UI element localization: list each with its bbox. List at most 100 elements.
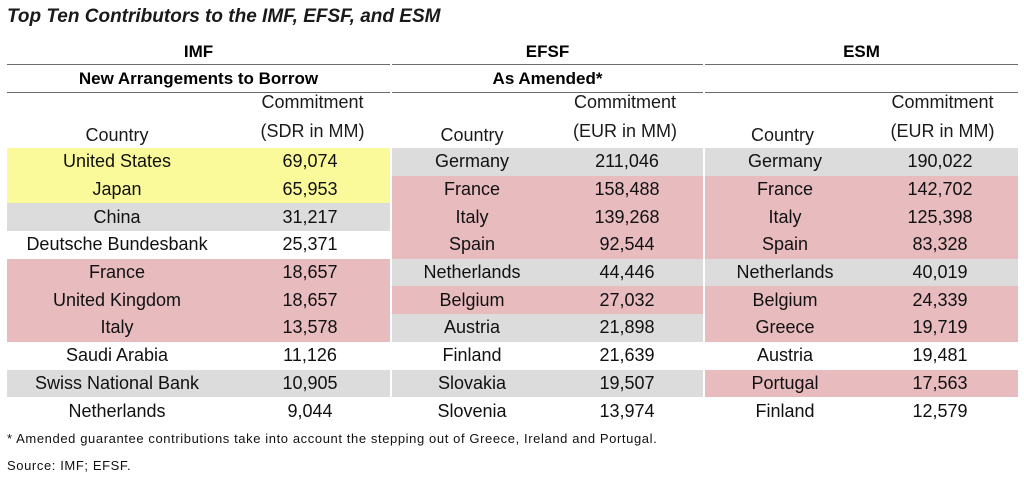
country-cell: Finland <box>755 400 815 421</box>
table-row: Belgium 27,032 <box>392 286 703 315</box>
source-note: Source: IMF; EFSF. <box>7 458 132 473</box>
table-row: Slovakia 19,507 <box>392 369 703 398</box>
table-row: Saudi Arabia 11,126 <box>7 341 390 370</box>
table-row: Austria 19,481 <box>705 341 1018 370</box>
commitment-cell: 139,268 <box>594 206 660 227</box>
esm-country-column-header: Country <box>750 125 815 145</box>
efsf-country-column-header: Country <box>440 125 504 145</box>
imf-commitment-unit: (SDR in MM) <box>260 121 365 141</box>
imf-subheader: New Arrangements to Borrow <box>7 65 390 93</box>
table-row: Deutsche Bundesbank 25,371 <box>7 231 390 259</box>
table-row: Greece 19,719 <box>705 314 1018 342</box>
table-row: China 31,217 <box>7 203 390 232</box>
commitment-cell: 83,328 <box>912 234 968 255</box>
efsf-commitment-column-header: Commitment (EUR in MM) <box>547 88 703 146</box>
esm-header: ESM <box>705 40 1018 65</box>
table-row: United Kingdom 18,657 <box>7 286 390 315</box>
esm-rows: Germany 190,022 France 142,702 Italy 125,398 S… <box>705 148 1018 425</box>
country-cell: Saudi Arabia <box>65 345 169 366</box>
country-cell: France <box>88 262 146 283</box>
imf-column-headers: Country Commitment (SDR in MM) <box>7 92 390 148</box>
commitment-cell: 24,339 <box>912 289 968 310</box>
efsf-panel: EFSF As Amended* Country Commitment (EUR… <box>392 40 703 425</box>
commitment-cell: 125,398 <box>907 206 973 227</box>
country-cell: Slovakia <box>437 372 507 393</box>
table-row: Slovenia 13,974 <box>392 397 703 425</box>
esm-commitment-column-header: Commitment (EUR in MM) <box>867 88 1018 146</box>
table-row: Netherlands 44,446 <box>392 258 703 287</box>
efsf-commitment-label: Commitment <box>573 92 676 112</box>
esm-commitment-unit: (EUR in MM) <box>890 121 995 141</box>
table-row: Italy 139,268 <box>392 203 703 232</box>
country-cell: Spain <box>448 234 496 255</box>
table-row: Italy 125,398 <box>705 203 1018 232</box>
efsf-commitment-unit: (EUR in MM) <box>573 121 677 141</box>
commitment-cell: 12,579 <box>912 400 968 421</box>
table-row: Netherlands 9,044 <box>7 397 390 425</box>
table-row: United States 69,074 <box>7 148 390 176</box>
commitment-cell: 10,905 <box>282 372 338 393</box>
country-cell: Italy <box>100 317 134 338</box>
esm-subheader <box>705 65 1018 93</box>
table-row: Swiss National Bank 10,905 <box>7 369 390 398</box>
table-row: Finland 21,639 <box>392 341 703 370</box>
efsf-header: EFSF <box>392 40 703 65</box>
country-cell: France <box>443 179 501 200</box>
country-cell: Germany <box>747 151 823 172</box>
commitment-cell: 13,578 <box>282 317 338 338</box>
country-cell: Italy <box>768 206 802 227</box>
country-cell: Slovenia <box>437 400 507 421</box>
commitment-cell: 211,046 <box>595 151 659 172</box>
commitment-cell: 18,657 <box>282 262 338 283</box>
commitment-cell: 158,488 <box>594 179 660 200</box>
commitment-cell: 31,217 <box>282 206 338 227</box>
esm-commitment-label: Commitment <box>891 92 994 112</box>
country-cell: Swiss National Bank <box>34 372 200 393</box>
table-row: Japan 65,953 <box>7 175 390 204</box>
imf-rows: United States 69,074 Japan 65,953 China 31,21… <box>7 148 390 425</box>
country-cell: Austria <box>756 345 814 366</box>
table-title: Top Ten Contributors to the IMF, EFSF, a… <box>7 6 441 27</box>
country-cell: Spain <box>761 234 809 255</box>
country-cell: China <box>93 206 141 227</box>
table-row: Portugal 17,563 <box>705 369 1018 398</box>
country-cell: Germany <box>434 151 510 172</box>
commitment-cell: 40,019 <box>912 262 968 283</box>
commitment-cell: 65,953 <box>282 179 338 200</box>
table-row: Italy 13,578 <box>7 314 390 342</box>
country-cell: Austria <box>443 317 501 338</box>
table-row: France 142,702 <box>705 175 1018 204</box>
table-row: Finland 12,579 <box>705 397 1018 425</box>
commitment-cell: 25,371 <box>282 234 338 255</box>
commitment-cell: 21,639 <box>599 345 655 366</box>
esm-column-headers: Country Commitment (EUR in MM) <box>705 92 1018 148</box>
country-cell: Japan <box>92 179 142 200</box>
country-cell: Netherlands <box>68 400 166 421</box>
commitment-cell: 142,702 <box>907 179 973 200</box>
efsf-rows: Germany 211,046 France 158,488 Italy 139,268 S… <box>392 148 703 425</box>
table-row: Spain 92,544 <box>392 231 703 259</box>
country-cell: Finland <box>442 345 502 366</box>
table-row: Netherlands 40,019 <box>705 258 1018 287</box>
imf-country-column-header: Country <box>85 125 149 145</box>
country-cell: Deutsche Bundesbank <box>26 234 208 255</box>
commitment-cell: 92,544 <box>599 234 655 255</box>
country-cell: Italy <box>455 206 489 227</box>
country-cell: France <box>756 179 814 200</box>
commitment-cell: 27,032 <box>599 289 655 310</box>
commitment-cell: 13,974 <box>599 400 655 421</box>
commitment-cell: 17,563 <box>912 372 968 393</box>
table-row: Germany 211,046 <box>392 148 703 176</box>
table-row: France 18,657 <box>7 258 390 287</box>
commitment-cell: 19,507 <box>599 372 655 393</box>
country-cell: Belgium <box>439 289 505 310</box>
commitment-cell: 44,446 <box>599 262 655 283</box>
esm-panel: ESM Country Commitment (EUR in MM) Germa… <box>705 40 1018 425</box>
country-cell: United States <box>62 151 172 172</box>
imf-panel: IMF New Arrangements to Borrow Country C… <box>7 40 390 425</box>
table-row: Austria 21,898 <box>392 314 703 342</box>
country-cell: Greece <box>755 317 815 338</box>
table-row: Spain 83,328 <box>705 231 1018 259</box>
table-row: France 158,488 <box>392 175 703 204</box>
table-row: Germany 190,022 <box>705 148 1018 176</box>
